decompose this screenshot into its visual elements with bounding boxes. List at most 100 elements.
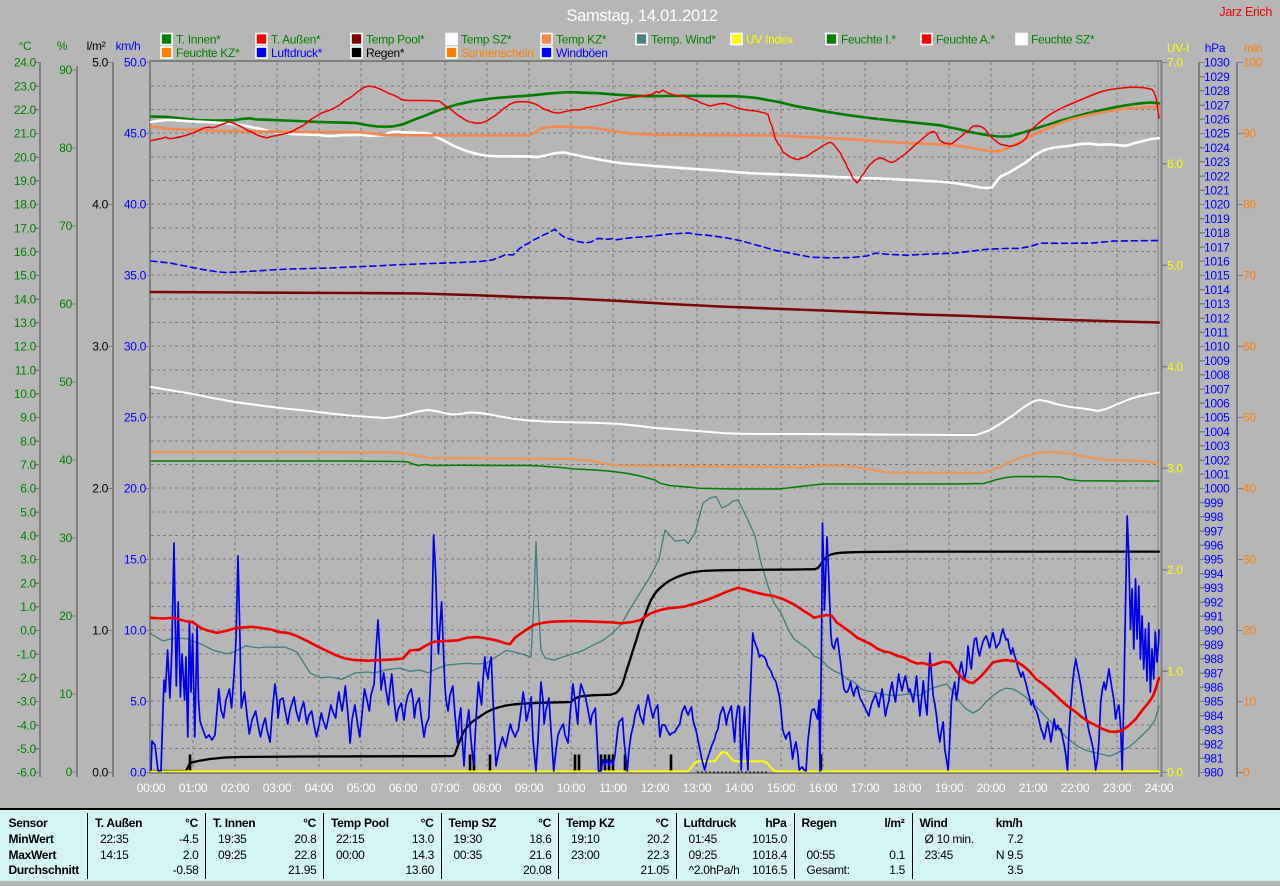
svg-text:997: 997 [1204, 524, 1224, 538]
svg-text:%: % [57, 39, 68, 53]
svg-text:983: 983 [1204, 723, 1224, 737]
svg-text:23.0: 23.0 [14, 79, 37, 93]
svg-text:1017: 1017 [1204, 240, 1230, 254]
svg-text:-5.0: -5.0 [17, 742, 37, 756]
svg-text:Temp Pool*: Temp Pool* [366, 33, 425, 47]
svg-text:1006: 1006 [1204, 397, 1230, 411]
svg-text:1023: 1023 [1204, 155, 1230, 169]
svg-text:1019: 1019 [1204, 212, 1230, 226]
svg-text:1001: 1001 [1204, 468, 1230, 482]
svg-text:18.0: 18.0 [14, 198, 37, 212]
svg-text:13:00: 13:00 [683, 781, 712, 795]
svg-text:4.0: 4.0 [92, 198, 108, 212]
svg-text:1018: 1018 [1204, 226, 1230, 240]
svg-text:1003: 1003 [1204, 439, 1230, 453]
svg-text:1013: 1013 [1204, 297, 1230, 311]
svg-text:Temp KZ*: Temp KZ* [556, 33, 607, 47]
svg-text:03:00: 03:00 [263, 781, 292, 795]
svg-text:50: 50 [59, 375, 72, 389]
svg-text:1.0: 1.0 [92, 624, 108, 638]
svg-text:1004: 1004 [1204, 425, 1230, 439]
svg-text:1008: 1008 [1204, 368, 1230, 382]
svg-text:0.0: 0.0 [20, 624, 36, 638]
svg-text:987: 987 [1204, 666, 1224, 680]
svg-text:Samstag, 14.01.2012: Samstag, 14.01.2012 [566, 7, 717, 25]
svg-text:UV-I: UV-I [1167, 41, 1189, 55]
svg-text:1009: 1009 [1204, 354, 1230, 368]
svg-text:04:00: 04:00 [305, 781, 334, 795]
svg-text:1022: 1022 [1204, 169, 1230, 183]
svg-text:19.0: 19.0 [14, 174, 37, 188]
svg-text:1007: 1007 [1204, 382, 1230, 396]
svg-text:08:00: 08:00 [473, 781, 502, 795]
svg-text:Regen*: Regen* [366, 46, 405, 60]
svg-text:15:00: 15:00 [767, 781, 796, 795]
svg-text:1029: 1029 [1204, 70, 1230, 84]
svg-text:981: 981 [1204, 752, 1224, 766]
svg-text:17.0: 17.0 [14, 221, 37, 235]
svg-text:5.0: 5.0 [92, 56, 108, 70]
svg-text:1028: 1028 [1204, 84, 1230, 98]
svg-text:1030: 1030 [1204, 56, 1230, 70]
svg-text:Feuchte I.*: Feuchte I.* [841, 33, 896, 47]
svg-text:25.0: 25.0 [124, 411, 147, 425]
svg-text:Luftdruck*: Luftdruck* [271, 46, 323, 60]
svg-text:5.0: 5.0 [1167, 259, 1183, 273]
svg-text:1021: 1021 [1204, 184, 1230, 198]
svg-text:15.0: 15.0 [14, 269, 37, 283]
svg-text:21:00: 21:00 [1019, 781, 1048, 795]
svg-text:30: 30 [1243, 553, 1256, 567]
svg-text:18:00: 18:00 [893, 781, 922, 795]
svg-text:20.0: 20.0 [124, 482, 147, 496]
svg-text:-6.0: -6.0 [17, 766, 37, 780]
svg-text:14.0: 14.0 [14, 292, 37, 306]
svg-text:23:00: 23:00 [1103, 781, 1132, 795]
svg-text:20: 20 [59, 609, 72, 623]
svg-text:-3.0: -3.0 [17, 695, 37, 709]
svg-text:1011: 1011 [1204, 326, 1229, 340]
svg-text:-2.0: -2.0 [17, 671, 37, 685]
svg-text:989: 989 [1204, 638, 1224, 652]
svg-text:05:00: 05:00 [347, 781, 376, 795]
svg-text:06:00: 06:00 [389, 781, 418, 795]
svg-text:12.0: 12.0 [14, 340, 37, 354]
svg-text:982: 982 [1204, 737, 1224, 751]
svg-text:30: 30 [59, 531, 72, 545]
svg-text:1024: 1024 [1204, 141, 1230, 155]
svg-text:1.0: 1.0 [20, 600, 36, 614]
svg-text:45.0: 45.0 [124, 127, 147, 141]
svg-text:998: 998 [1204, 510, 1224, 524]
svg-text:1015: 1015 [1204, 269, 1230, 283]
svg-text:1025: 1025 [1204, 127, 1230, 141]
svg-text:5.0: 5.0 [20, 505, 36, 519]
svg-text:13.0: 13.0 [14, 316, 37, 330]
svg-text:40.0: 40.0 [124, 198, 147, 212]
svg-text:50.0: 50.0 [124, 56, 147, 70]
svg-text:992: 992 [1204, 595, 1224, 609]
svg-text:2.0: 2.0 [92, 482, 108, 496]
svg-text:17:00: 17:00 [851, 781, 880, 795]
svg-text:Feuchte SZ*: Feuchte SZ* [1031, 33, 1095, 47]
svg-text:70: 70 [1243, 269, 1256, 283]
svg-text:35.0: 35.0 [124, 269, 147, 283]
svg-text:0.0: 0.0 [1167, 766, 1183, 780]
svg-text:9.0: 9.0 [20, 411, 36, 425]
svg-text:1012: 1012 [1204, 311, 1230, 325]
svg-text:60: 60 [1243, 340, 1256, 354]
svg-text:8.0: 8.0 [20, 434, 36, 448]
svg-text:12:00: 12:00 [641, 781, 670, 795]
svg-text:19:00: 19:00 [935, 781, 964, 795]
svg-text:80: 80 [1243, 198, 1256, 212]
svg-text:10: 10 [59, 687, 72, 701]
svg-text:0.0: 0.0 [92, 766, 108, 780]
svg-text:90: 90 [1243, 127, 1256, 141]
svg-text:07:00: 07:00 [431, 781, 460, 795]
svg-text:100: 100 [1243, 56, 1263, 70]
svg-text:20:00: 20:00 [977, 781, 1006, 795]
svg-text:°C: °C [19, 39, 32, 53]
svg-text:11:00: 11:00 [599, 781, 627, 795]
svg-text:986: 986 [1204, 681, 1224, 695]
svg-text:999: 999 [1204, 496, 1224, 510]
svg-text:4.0: 4.0 [20, 529, 36, 543]
svg-text:00:00: 00:00 [137, 781, 166, 795]
